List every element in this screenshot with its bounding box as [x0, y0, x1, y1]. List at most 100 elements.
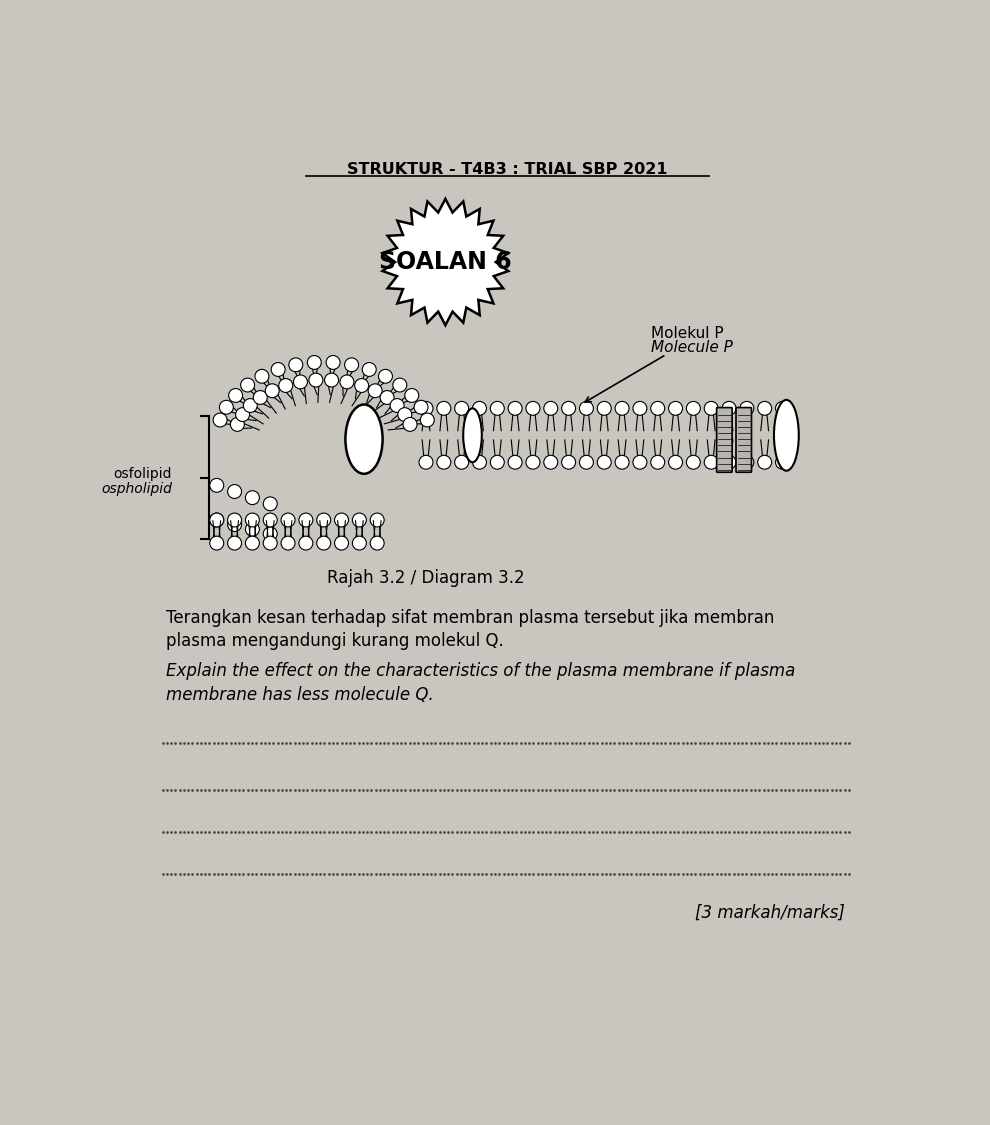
Circle shape [210, 478, 224, 493]
Text: osfolipid: osfolipid [113, 467, 172, 480]
Circle shape [231, 417, 245, 431]
Circle shape [454, 456, 468, 469]
Circle shape [419, 402, 433, 415]
Circle shape [253, 390, 267, 404]
Text: Terangkan kesan terhadap sifat membran plasma tersebut jika membran: Terangkan kesan terhadap sifat membran p… [166, 609, 775, 627]
Circle shape [289, 358, 303, 371]
Circle shape [345, 358, 358, 371]
Circle shape [281, 537, 295, 550]
Circle shape [210, 513, 224, 526]
Circle shape [246, 513, 259, 526]
Circle shape [228, 485, 242, 498]
Circle shape [650, 456, 664, 469]
Circle shape [508, 456, 522, 469]
Circle shape [263, 497, 277, 511]
Circle shape [378, 369, 392, 384]
Circle shape [740, 402, 753, 415]
Circle shape [561, 456, 575, 469]
Circle shape [370, 537, 384, 550]
Circle shape [236, 407, 249, 422]
Circle shape [633, 456, 646, 469]
Circle shape [421, 413, 435, 426]
Circle shape [220, 400, 234, 414]
Circle shape [544, 402, 557, 415]
Circle shape [335, 513, 348, 526]
Circle shape [317, 513, 331, 526]
Ellipse shape [346, 405, 382, 474]
Circle shape [352, 513, 366, 526]
Circle shape [307, 356, 322, 369]
Circle shape [437, 402, 450, 415]
Circle shape [722, 456, 736, 469]
Circle shape [490, 402, 504, 415]
Circle shape [403, 417, 417, 431]
Circle shape [757, 456, 771, 469]
Circle shape [228, 518, 242, 531]
Circle shape [309, 374, 323, 387]
Circle shape [414, 400, 428, 414]
Ellipse shape [774, 399, 799, 470]
Circle shape [246, 490, 259, 505]
Circle shape [210, 537, 224, 550]
Circle shape [704, 456, 718, 469]
Circle shape [757, 402, 771, 415]
Circle shape [255, 369, 269, 384]
Circle shape [597, 456, 611, 469]
Circle shape [279, 379, 293, 393]
Circle shape [263, 526, 277, 541]
Circle shape [335, 537, 348, 550]
Circle shape [686, 402, 700, 415]
Text: [3 markah/marks]: [3 markah/marks] [695, 903, 844, 921]
Circle shape [229, 388, 243, 403]
Circle shape [437, 456, 450, 469]
Circle shape [380, 390, 394, 404]
Circle shape [597, 402, 611, 415]
Circle shape [561, 402, 575, 415]
Circle shape [419, 456, 433, 469]
Text: Rajah 3.2 / Diagram 3.2: Rajah 3.2 / Diagram 3.2 [327, 569, 525, 587]
Circle shape [740, 456, 753, 469]
Circle shape [228, 537, 242, 550]
Text: ospholipid: ospholipid [101, 483, 172, 496]
Text: membrane has less molecule Q.: membrane has less molecule Q. [166, 685, 435, 703]
Circle shape [775, 456, 789, 469]
Circle shape [526, 456, 540, 469]
Circle shape [775, 402, 789, 415]
Circle shape [508, 402, 522, 415]
Circle shape [326, 356, 341, 369]
Circle shape [615, 456, 629, 469]
Circle shape [281, 513, 295, 526]
Text: Explain the effect on the characteristics of the plasma membrane if plasma: Explain the effect on the characteristic… [166, 663, 796, 681]
Circle shape [246, 522, 259, 537]
Circle shape [615, 402, 629, 415]
Circle shape [263, 537, 277, 550]
Circle shape [472, 456, 486, 469]
Circle shape [325, 374, 339, 387]
Circle shape [686, 456, 700, 469]
Ellipse shape [463, 408, 482, 462]
Circle shape [317, 537, 331, 550]
Circle shape [633, 402, 646, 415]
Circle shape [299, 537, 313, 550]
Circle shape [668, 402, 682, 415]
Text: Molecule P: Molecule P [650, 340, 733, 356]
Text: STRUKTUR - T4B3 : TRIAL SBP 2021: STRUKTUR - T4B3 : TRIAL SBP 2021 [347, 162, 667, 177]
Circle shape [265, 384, 279, 397]
Circle shape [246, 537, 259, 550]
Circle shape [390, 398, 404, 413]
Circle shape [263, 513, 277, 526]
Circle shape [370, 513, 384, 526]
Circle shape [579, 402, 593, 415]
FancyBboxPatch shape [717, 407, 733, 472]
Circle shape [668, 456, 682, 469]
Circle shape [293, 375, 308, 389]
Circle shape [368, 384, 382, 397]
Circle shape [354, 379, 368, 393]
Circle shape [241, 378, 254, 391]
Circle shape [704, 402, 718, 415]
Polygon shape [382, 199, 508, 325]
Circle shape [722, 402, 736, 415]
FancyBboxPatch shape [736, 407, 751, 472]
Circle shape [526, 402, 540, 415]
Circle shape [650, 402, 664, 415]
